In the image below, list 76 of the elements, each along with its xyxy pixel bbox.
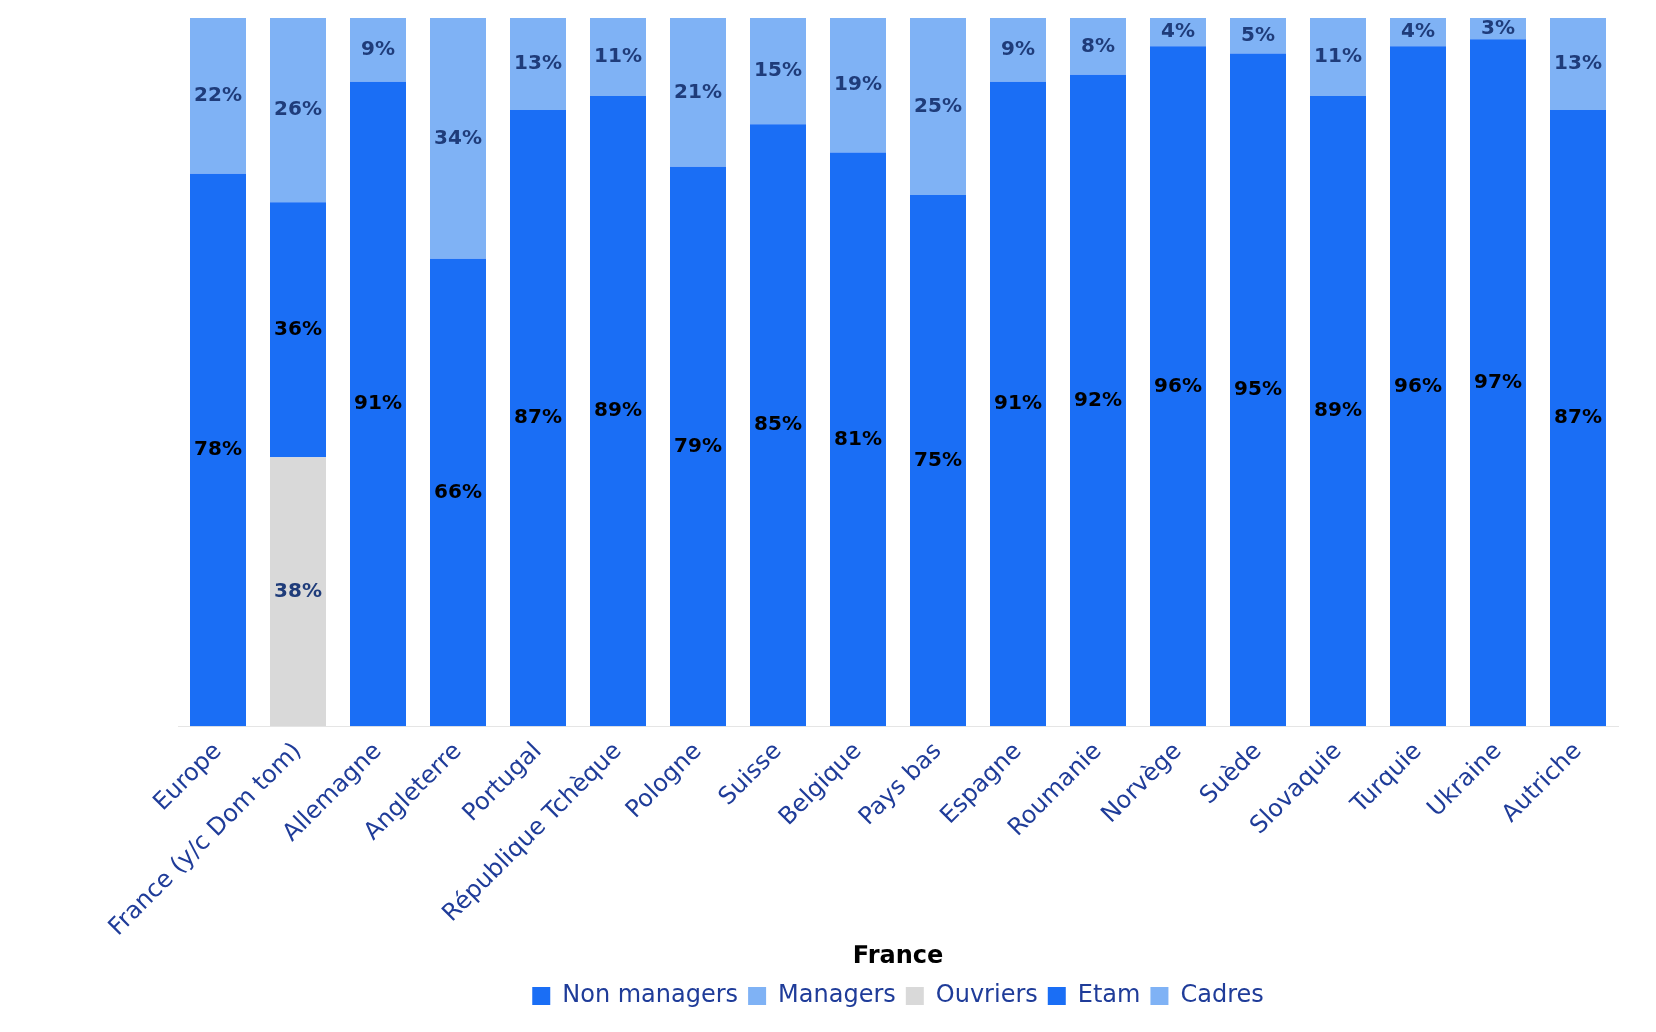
data-label: 8% — [1081, 32, 1115, 57]
data-label: 15% — [754, 57, 802, 82]
data-label: 11% — [594, 43, 642, 68]
data-label: 87% — [514, 404, 562, 429]
bar — [270, 18, 326, 203]
data-label: 21% — [674, 78, 722, 103]
bar — [670, 166, 726, 727]
data-label: 19% — [834, 71, 882, 96]
bar — [430, 18, 486, 259]
data-label: 22% — [194, 82, 242, 107]
bar — [750, 124, 806, 727]
bar — [590, 18, 646, 96]
bar — [1070, 74, 1126, 727]
data-label: 25% — [914, 92, 962, 117]
bar — [510, 18, 566, 111]
bar — [590, 95, 646, 727]
data-label: 91% — [354, 390, 402, 415]
legend-title: France — [852, 941, 944, 970]
data-label: 95% — [1234, 376, 1282, 401]
bar — [430, 258, 486, 727]
legend-label: Non managers — [562, 980, 739, 1009]
bar — [1310, 95, 1366, 727]
data-label: 81% — [834, 425, 882, 450]
data-label: 4% — [1401, 18, 1435, 43]
legend-label: Etam — [1077, 980, 1141, 1009]
data-label: 91% — [994, 390, 1042, 415]
bar — [510, 110, 566, 727]
data-label: 92% — [1074, 386, 1122, 411]
data-label: 26% — [274, 96, 322, 121]
bar — [750, 18, 806, 125]
data-label: 4% — [1161, 18, 1195, 43]
data-label: 3% — [1481, 14, 1515, 39]
bar — [910, 195, 966, 727]
data-label: 38% — [274, 577, 322, 602]
data-label: 9% — [1001, 36, 1035, 61]
bar — [190, 173, 246, 727]
data-label: 79% — [674, 432, 722, 457]
data-label: 36% — [274, 315, 322, 340]
bar — [990, 81, 1046, 727]
data-label: 85% — [754, 411, 802, 436]
data-label: 97% — [1474, 369, 1522, 393]
data-label: 34% — [434, 124, 482, 149]
data-label: 13% — [1554, 50, 1602, 75]
bar — [910, 18, 966, 196]
bar — [1150, 46, 1206, 727]
data-label: 5% — [1241, 21, 1275, 46]
data-label: 89% — [594, 397, 642, 422]
legend-label: Cadres — [1180, 980, 1264, 1009]
legend-label: Managers — [778, 980, 896, 1009]
bar — [1230, 53, 1286, 727]
data-label: 87% — [1554, 404, 1602, 429]
data-label: 96% — [1154, 372, 1202, 397]
bar — [1070, 18, 1126, 75]
data-label: 96% — [1394, 372, 1442, 397]
bar — [1550, 18, 1606, 111]
bar — [670, 18, 726, 167]
data-label: 66% — [434, 478, 482, 503]
bar — [1550, 110, 1606, 727]
bar — [190, 18, 246, 174]
data-label: 89% — [1314, 397, 1362, 422]
bar — [1310, 18, 1366, 96]
data-label: 9% — [361, 36, 395, 61]
data-label: 11% — [1314, 43, 1362, 68]
bar — [270, 202, 326, 458]
bar — [350, 18, 406, 82]
legend-label: Ouvriers — [935, 980, 1038, 1009]
data-label: 75% — [914, 446, 962, 471]
bar — [830, 152, 886, 727]
bar — [1390, 46, 1446, 727]
bar — [830, 18, 886, 153]
data-label: 13% — [514, 50, 562, 75]
bar — [1470, 39, 1526, 727]
bar — [350, 81, 406, 727]
bar — [270, 457, 326, 727]
bar — [990, 18, 1046, 82]
data-label: 78% — [194, 436, 242, 461]
